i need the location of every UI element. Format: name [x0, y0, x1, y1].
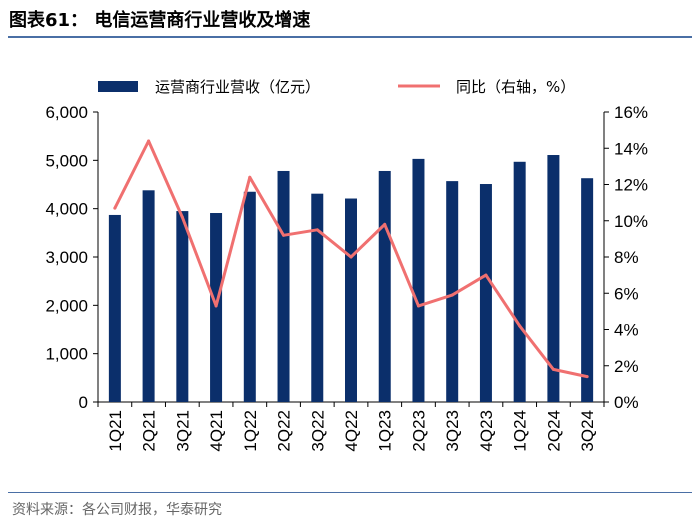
y-right-tick-label: 2%	[614, 357, 639, 376]
bar	[311, 193, 324, 402]
y-right-tick-label: 4%	[614, 321, 639, 340]
bar	[210, 213, 223, 402]
yoy-point	[147, 139, 151, 143]
yoy-point	[349, 255, 353, 259]
legend: 运营商行业营收（亿元） 同比（右轴，%）	[98, 78, 575, 96]
bar	[378, 170, 391, 402]
legend-line-label: 同比（右轴，%）	[456, 78, 575, 96]
y-right-tick-label: 10%	[614, 212, 648, 231]
y-left-tick-label: 1,000	[45, 345, 88, 364]
bar	[479, 184, 492, 402]
yoy-point	[585, 375, 589, 379]
yoy-point	[282, 233, 286, 237]
title-rule	[8, 36, 692, 38]
bar	[412, 158, 425, 402]
legend-bar-label: 运营商行业营收（亿元）	[155, 78, 320, 96]
bar	[547, 155, 560, 402]
x-tick-label: 2Q22	[275, 410, 294, 452]
y-right-tick-label: 6%	[614, 284, 639, 303]
y-left-tick-label: 5,000	[45, 151, 88, 170]
y-left-tick-label: 2,000	[45, 296, 88, 315]
bar	[176, 211, 189, 402]
y-right-tick-label: 8%	[614, 248, 639, 267]
yoy-point	[383, 222, 387, 226]
y-right-tick-label: 12%	[614, 176, 648, 195]
plot-area: 0 1,000 2,000 3,000 4,000 5,000 6,000 0% 2% 4% 6% 8…	[45, 103, 648, 452]
bar	[277, 170, 290, 402]
bar	[513, 161, 526, 402]
yoy-point	[214, 304, 218, 308]
bar	[581, 178, 594, 402]
legend-bar-swatch	[98, 81, 138, 92]
x-tick-label: 1Q22	[241, 410, 260, 452]
y-left-tick-label: 0	[79, 393, 88, 412]
bar	[345, 198, 357, 402]
source-rule	[8, 492, 692, 493]
yoy-point	[113, 206, 117, 210]
x-tick-label: 4Q22	[342, 410, 361, 452]
yoy-point	[518, 324, 522, 328]
bar	[446, 181, 459, 402]
x-tick-label: 2Q24	[544, 410, 563, 452]
x-tick-label: 3Q22	[308, 410, 327, 452]
x-tick-label: 4Q23	[477, 410, 496, 452]
source-note: 资料来源：各公司财报，华泰研究	[12, 502, 222, 518]
x-tick-label: 3Q23	[443, 410, 462, 452]
x-tick-label: 2Q21	[140, 410, 159, 452]
x-tick-label: 3Q24	[578, 410, 597, 452]
x-tick-label: 4Q21	[207, 410, 226, 452]
y-left-tick-label: 6,000	[45, 103, 88, 122]
figure-title: 图表61： 电信运营商行业营收及增速	[9, 10, 311, 31]
x-tick-label: 1Q24	[511, 410, 530, 452]
bar	[243, 191, 256, 402]
y-right-tick-label: 16%	[614, 103, 648, 122]
yoy-point	[180, 215, 184, 219]
yoy-point	[416, 304, 420, 308]
x-tick-label: 2Q23	[409, 410, 428, 452]
bar	[108, 214, 121, 402]
y-right-tick-label: 0%	[614, 393, 639, 412]
y-right-tick-label: 14%	[614, 139, 648, 158]
x-tick-label: 3Q21	[173, 410, 192, 452]
x-tick-label: 1Q23	[376, 410, 395, 452]
yoy-point	[551, 367, 555, 371]
y-left-tick-label: 3,000	[45, 248, 88, 267]
yoy-point	[248, 175, 252, 179]
bar	[142, 190, 155, 402]
x-tick-label: 1Q21	[106, 410, 125, 452]
yoy-point	[450, 293, 454, 297]
yoy-point	[315, 228, 319, 232]
yoy-point	[484, 273, 488, 277]
y-left-tick-label: 4,000	[45, 200, 88, 219]
